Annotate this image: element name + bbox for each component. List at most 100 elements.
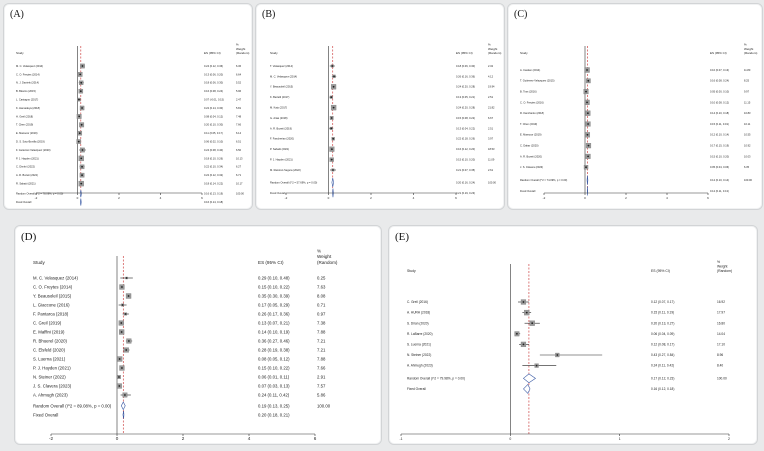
study-label: N. Steiner (2022) [407,353,431,357]
es-value: 0.16 (0.08, 0.24) [710,79,729,83]
fixed-overall-es-value: 0.16 (0.12, 0.18) [651,387,674,391]
es-header: ES (95% CI) [710,51,727,55]
point-estimate [77,140,80,143]
panel-label: (B) [262,9,276,20]
study-label: Y. Beausoleil (2015) [33,294,72,299]
weight-value: 10.17 [236,182,243,186]
study-label: B. Blevins (2015) [16,89,36,93]
study-label: A. R. Buzeti (2020) [520,154,542,158]
random-overall-weight-value: 100.00 [488,180,496,184]
study-label: C. Dakar (2020) [520,144,539,148]
study-label: N. J. Daniels (2014) [16,81,39,85]
point-estimate [332,106,335,109]
study-label: L. Castagno (2017) [16,98,38,102]
point-estimate [586,101,588,104]
random-overall-weight-value: 100.00 [236,192,244,196]
x-tick-label: 0 [77,196,79,200]
point-estimate [118,358,121,360]
weight-value: 10.13 [236,156,243,160]
panel-a: (A) Study ES (95% CI)% Weight (Random) M. C.… [3,3,253,210]
weight-header: Weight [236,47,245,51]
weight-header: Weight [744,47,753,51]
weight-header: (Random) [317,260,338,265]
x-tick-label: 0 [509,437,511,441]
point-estimate [331,65,334,67]
panel-label: (E) [395,231,410,243]
study-label: F. Gutierrez-Velazquez (2020) [16,148,51,152]
es-value: 0.05 (0.04, 0.06) [710,165,729,169]
es-header: ES (95% CI) [651,269,670,273]
weight-value: 2.61 [488,168,494,172]
es-value: 0.18 (0.06, 0.30) [456,64,475,68]
study-label: P. J. Hayden (2021) [16,156,39,160]
weight-value: 10.11 [744,122,751,126]
weight-value: 4.12 [488,74,494,78]
es-value: 0.20 (0.10, 0.30) [204,123,223,127]
es-value: 0.14 (0.10, 0.19) [258,330,290,335]
study-label: P. Sabatti (2021) [270,147,289,151]
weight-value: 10.03 [744,154,751,158]
es-value: 0.06 (0.01, 0.11) [258,375,290,380]
fixed-overall-es-value: 0.12 (0.11, 0.13) [710,189,729,193]
weight-header: Weight [488,47,497,51]
fixed-overall-label: Fixed Overall [33,412,58,417]
es-value: 0.24 (0.20, 0.28) [456,85,475,89]
study-label: M. C. Velasquez (2014) [16,64,43,68]
x-tick-label: 0 [116,436,119,441]
panel-e: (E) Study ES (95% CI)% Weight (Random) C. Gr… [388,225,758,445]
random-overall-es-value: 0.17 (0.12, 0.23) [651,376,674,380]
study-header: Study [16,51,24,55]
point-estimate [556,354,559,356]
weight-header: % [236,43,239,47]
weight-value: 10.83 [744,111,751,115]
study-label: M. Ramirez-Segura (2022) [270,168,301,172]
weight-value: 3.97 [488,137,494,141]
fixed-overall-es-value: 0.21 (0.19, 0.23) [456,191,475,195]
study-label: D. S. Soto-Bonilla (2019) [16,140,45,144]
weight-header: % [744,43,747,47]
forest-plot-b: Study ES (95% CI)%Weight(Random) T. Velasq… [270,43,501,200]
study-label: E. Mansoor (2019) [16,131,38,135]
random-overall-es-value: 0.12 (0.10, 0.14) [710,178,729,182]
es-value: 0.15 (0.11, 0.19) [710,122,729,126]
es-value: 0.17 (0.15, 0.19) [710,144,729,148]
es-value: 0.20 (0.13, 0.27) [651,321,674,325]
random-overall-es-value: 0.20 (0.16, 0.24) [456,180,475,184]
weight-value: 5.81 [236,106,242,110]
es-value: 0.10 (0.08, 0.12) [710,100,729,104]
point-estimate [81,174,83,177]
x-tick-label: -1 [399,437,402,441]
weight-value: 18.53 [488,147,495,151]
weight-value: 16.92 [717,300,725,304]
random-overall-diamond [120,401,126,411]
weight-value: 2.32 [488,64,494,68]
weight-header: % [488,43,491,47]
point-estimate [78,115,81,118]
panel-c: (C) Study ES (95% CI)% Weight (Random) A. Ca… [507,3,763,210]
es-value: 0.16 (0.08, 0.24) [204,89,223,93]
point-estimate [333,75,335,78]
point-estimate [525,311,528,314]
es-value: 0.13 (0.04, 0.22) [456,126,475,130]
weight-value: 7.88 [317,330,326,335]
weight-value: 10.55 [744,133,751,137]
random-overall-label: Random Overall (I^2 = 57.69%, p = 0.00) [270,180,317,184]
point-estimate [587,155,589,158]
point-estimate [330,158,333,161]
weight-value: 6.71 [236,173,242,177]
point-estimate [586,112,589,115]
weight-value: 2.51 [488,95,494,99]
es-value: 0.18 (0.14, 0.22) [204,182,223,186]
es-value: 0.22 (0.12, 0.32) [204,173,223,177]
fixed-overall-diamond [523,383,531,394]
study-label: T. Chen (2019) [16,123,33,127]
weight-header: Weight [717,264,728,268]
es-value: 0.13 (0.06, 0.20) [204,72,223,76]
point-estimate [124,313,127,315]
study-label: T. Velasquez (2014) [270,64,293,68]
point-estimate [121,367,123,369]
forest-plot-a: Study ES (95% CI)%Weight(Random) M. C. Vel… [16,43,249,206]
study-label: K. Hamadeya (2018) [16,106,40,110]
study-label: C. Greil (2016) [407,300,428,304]
point-estimate [127,295,130,297]
